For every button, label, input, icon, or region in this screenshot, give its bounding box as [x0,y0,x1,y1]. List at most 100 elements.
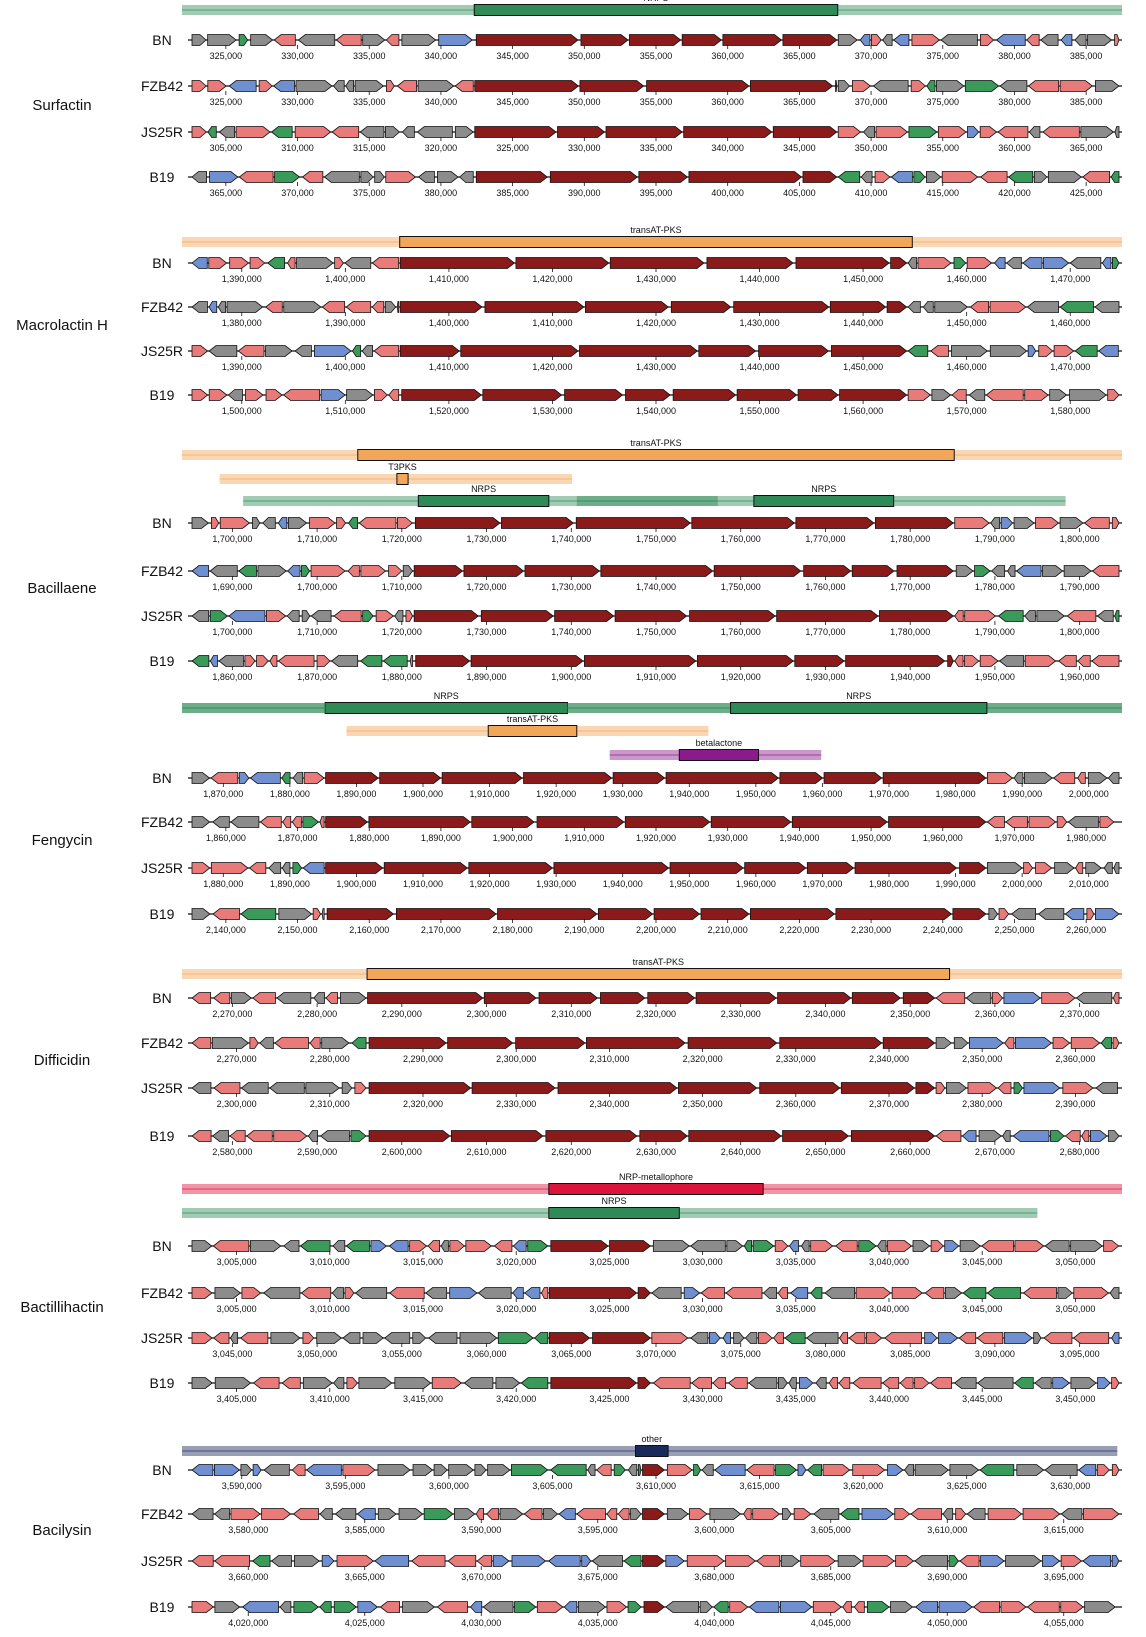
gene-arrow [823,772,883,784]
gene-arrow [440,1240,449,1252]
gene-arrow [401,389,482,401]
gene-arrow [690,1332,709,1344]
region-core-box [396,473,409,485]
gene-arrow [914,1555,948,1567]
gene-arrow [1111,1377,1120,1389]
gene-arrow [788,1240,799,1252]
gene-arrow [772,126,838,138]
axis-tick-label: 1,920,000 [536,789,576,799]
axis-tick-label: 1,560,000 [843,406,883,416]
axis-tick-label: 365,000 [1070,143,1103,153]
gene-arrow [320,389,346,401]
gene-arrow [281,862,291,874]
gene-arrow [892,34,910,46]
gene-arrow [1111,1555,1120,1567]
gene-arrow [706,257,794,269]
axis-tick-label: 425,000 [1070,188,1103,198]
gene-arrow [191,908,211,920]
gene-arrow [777,1377,788,1389]
gene-arrow [359,126,385,138]
gene-arrow [979,655,999,667]
gene-arrow [605,126,683,138]
axis-tick-label: 310,000 [281,143,314,153]
gene-arrow [476,1555,493,1567]
axis-tick-label: 350,000 [568,51,601,61]
region-core-box [366,968,951,980]
axis-tick-label: 1,380,000 [222,318,262,328]
gene-arrow [371,257,400,269]
gene-arrow [882,1037,936,1049]
gene-arrow [548,1287,638,1299]
gene-arrow [1059,517,1084,529]
gene-arrow [1066,610,1097,622]
gene-arrow [838,1377,851,1389]
gene-arrow [399,301,483,313]
cluster-name: Bacilysin [32,1522,91,1539]
gene-arrow [207,126,217,138]
gene-arrow [342,1332,361,1344]
gene-arrow [689,610,776,622]
gene-arrow [1022,1508,1061,1520]
gene-arrow [228,80,257,92]
gene-arrow [1057,655,1077,667]
axis-tick-label: 365,000 [210,188,243,198]
axis-tick-label: 2,250,000 [994,925,1034,935]
axis-tick-label: 3,415,000 [403,1394,443,1404]
gene-arrow [1007,565,1016,577]
gene-arrow [714,1464,746,1476]
region-core-box [357,449,955,461]
gene-arrow [824,1287,856,1299]
gene-arrow [1059,301,1094,313]
axis-tick-label: 3,430,000 [683,1394,723,1404]
gene-arrow [743,1508,752,1520]
gene-arrow [693,1464,702,1476]
axis-tick-label: 3,690,000 [927,1572,967,1582]
axis-tick-label: 2,170,000 [421,925,461,935]
gene-arrow [460,345,579,357]
gene-arrow [967,126,980,138]
gene-arrow [1114,610,1120,622]
gene-arrow [884,1332,923,1344]
gene-arrow [831,345,908,357]
gene-arrow [345,301,372,313]
axis-tick-label: 1,430,000 [636,274,676,284]
gene-arrow [935,992,966,1004]
gene-arrow [762,1287,778,1299]
gene-arrow [1024,655,1057,667]
gene-arrow [904,1464,915,1476]
axis-tick-label: 1,950,000 [851,833,891,843]
gene-arrow [1034,1377,1052,1389]
gene-arrow [240,1464,253,1476]
axis-tick-label: 2,240,000 [923,925,963,935]
gene-arrow [852,1464,886,1476]
axis-tick-label: 2,320,000 [636,1009,676,1019]
gene-arrow [1070,1240,1103,1252]
gene-arrow [890,1601,914,1613]
axis-tick-label: 370,000 [281,188,314,198]
axis-tick-label: 2,230,000 [851,925,891,935]
axis-tick-label: 3,075,000 [721,1349,761,1359]
gene-arrow [264,301,283,313]
gene-arrow [748,1377,778,1389]
gene-arrow [1100,1037,1112,1049]
gene-arrow [325,862,384,874]
gene-arrow [292,772,304,784]
gene-arrow [360,655,383,667]
gene-arrow [268,862,282,874]
axis-tick-label: 3,045,000 [962,1304,1002,1314]
gene-arrow [1053,345,1075,357]
gene-arrow [581,1555,592,1567]
axis-tick-label: 1,700,000 [212,534,252,544]
gene-arrow [301,171,324,183]
strain-label: JS25R [141,860,183,876]
gene-arrow [733,301,830,313]
cluster-name: Surfactin [32,97,91,114]
gene-arrow [1085,862,1102,874]
axis-tick-label: 3,090,000 [975,1349,1015,1359]
axis-tick-label: 375,000 [353,188,386,198]
strain-label: JS25R [141,1080,183,1096]
axis-tick-label: 2,000,000 [1069,789,1109,799]
gene-arrow [497,1332,534,1344]
gene-arrow [938,1332,959,1344]
gene-arrow [325,816,369,828]
